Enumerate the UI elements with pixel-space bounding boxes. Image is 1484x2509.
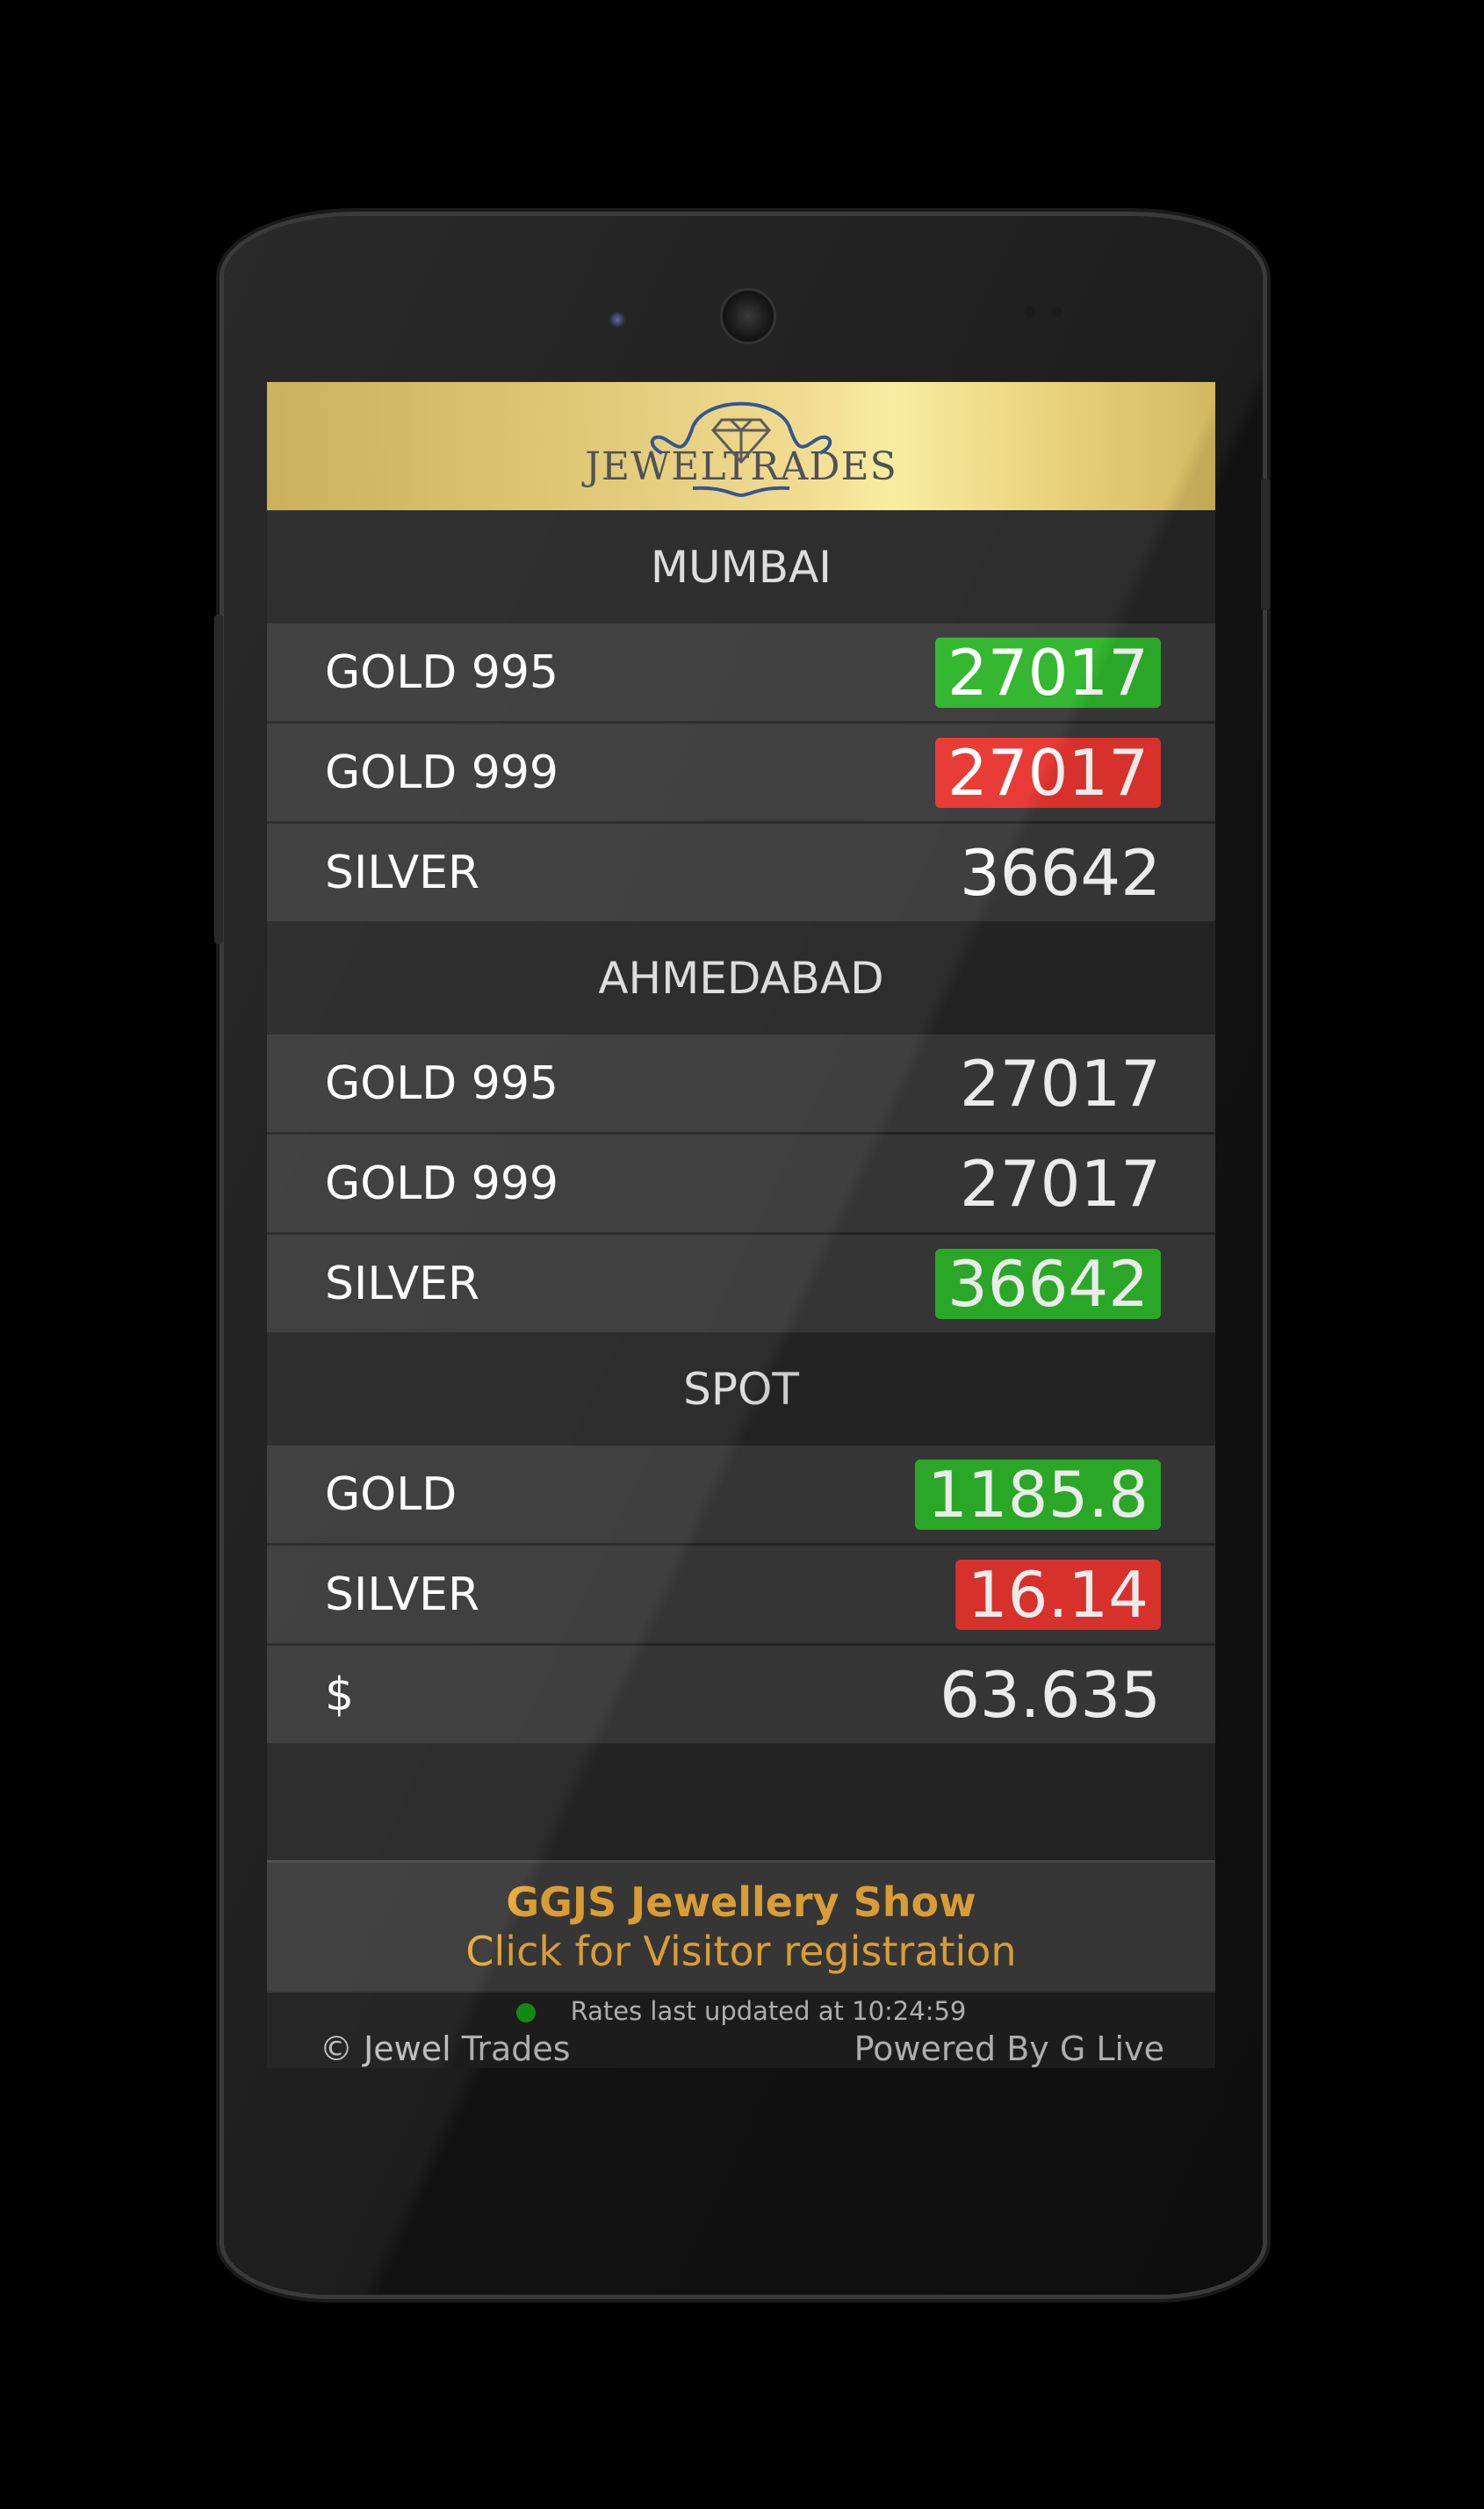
rate-row: GOLD 999 27017 — [267, 1135, 1215, 1232]
section-header-ahmedabad: AHMEDABAD — [267, 921, 1215, 1035]
logo-header: JEWELTRADES — [267, 382, 1215, 510]
volume-button — [214, 615, 223, 944]
app-screen: JEWELTRADES MUMBAI GOLD 995 27017 GOLD 999 2… — [267, 382, 1215, 2068]
rate-label: SILVER — [325, 846, 480, 899]
rate-value-up: 36642 — [934, 1248, 1161, 1319]
section-header-mumbai: MUMBAI — [267, 510, 1215, 624]
rate-label: GOLD 995 — [325, 1056, 559, 1110]
section-header-spot: SPOT — [267, 1332, 1215, 1446]
rate-row: GOLD 995 27017 — [267, 624, 1215, 721]
rate-label: GOLD 995 — [325, 645, 559, 699]
status-text: Rates last updated at 10:24:59 — [570, 1996, 967, 2026]
rate-row: GOLD 999 27017 — [267, 724, 1215, 821]
rate-row: GOLD 995 27017 — [267, 1035, 1215, 1132]
rate-row: SILVER 16.14 — [267, 1546, 1215, 1643]
empty-space — [267, 1743, 1215, 1860]
rate-value-flat: 36642 — [959, 835, 1161, 910]
rate-row: SILVER 36642 — [267, 1235, 1215, 1332]
footer: Rates last updated at 10:24:59 © Jewel T… — [267, 1993, 1215, 2068]
rate-label: $ — [325, 1668, 355, 1721]
earpiece-speaker — [720, 288, 776, 344]
banner-subtitle: Click for Visitor registration — [465, 1928, 1017, 1975]
rate-label: GOLD 999 — [325, 746, 559, 799]
rate-row: GOLD 1185.8 — [267, 1446, 1215, 1543]
rate-value-up: 27017 — [934, 637, 1161, 708]
visitor-registration-banner[interactable]: GGJS Jewellery Show Click for Visitor re… — [267, 1860, 1215, 1993]
banner-title: GGJS Jewellery Show — [506, 1878, 976, 1926]
rate-row: $63.635 — [267, 1646, 1215, 1743]
rate-list: GOLD 995 27017 GOLD 999 27017 SILVER 36642 — [267, 624, 1215, 921]
rate-label: SILVER — [325, 1257, 480, 1310]
update-status: Rates last updated at 10:24:59 — [267, 1996, 1215, 2026]
light-sensor — [1051, 306, 1062, 317]
rate-list: GOLD 995 27017 GOLD 999 27017 SILVER 36642 — [267, 1035, 1215, 1332]
rate-value-down: 16.14 — [955, 1559, 1161, 1630]
rate-value-down: 27017 — [934, 737, 1161, 808]
app-logo: JEWELTRADES — [585, 401, 897, 497]
rate-value-flat: 27017 — [959, 1146, 1161, 1221]
rate-value-flat: 27017 — [959, 1046, 1161, 1121]
rate-value-flat: 63.635 — [940, 1657, 1161, 1732]
front-camera — [609, 311, 626, 328]
rate-list: GOLD 1185.8 SILVER 16.14 $63.635 — [267, 1446, 1215, 1743]
proximity-sensor — [1025, 306, 1035, 317]
rate-row: SILVER 36642 — [267, 824, 1215, 921]
status-dot-icon — [515, 2003, 536, 2022]
rate-value-up: 1185.8 — [915, 1459, 1161, 1530]
copyright: © Jewel Trades — [320, 2030, 571, 2068]
rate-label: GOLD 999 — [325, 1157, 559, 1210]
power-button — [1261, 479, 1270, 610]
rate-label: GOLD — [325, 1467, 457, 1521]
diamond-icon — [650, 401, 832, 497]
powered-by: Powered By G Live — [854, 2030, 1164, 2068]
rate-label: SILVER — [325, 1568, 480, 1621]
